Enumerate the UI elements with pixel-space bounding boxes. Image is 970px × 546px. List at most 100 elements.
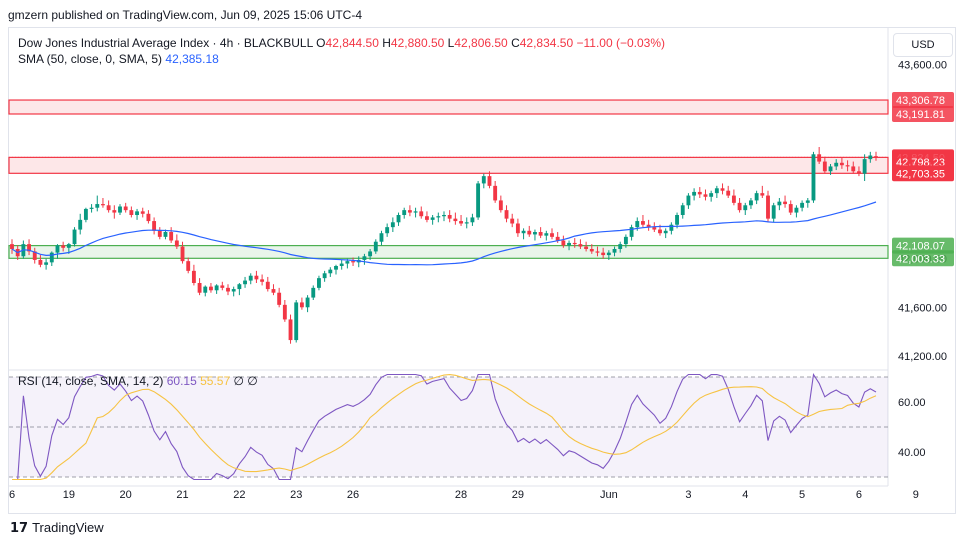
tradingview-logo[interactable]: 17 TradingView bbox=[10, 520, 104, 536]
candle-body bbox=[720, 188, 725, 191]
candle-body bbox=[709, 193, 714, 197]
sma-label[interactable]: SMA (50, close, 0, SMA, 5) bbox=[18, 52, 163, 66]
candle-body bbox=[294, 302, 299, 341]
candle-body bbox=[101, 204, 105, 206]
rsi-line bbox=[12, 372, 877, 481]
symbol-title[interactable]: Dow Jones Industrial Average Index · 4h … bbox=[18, 36, 313, 50]
candle-body bbox=[646, 224, 651, 228]
time-tick-label: 26 bbox=[347, 489, 359, 501]
candle-body bbox=[436, 216, 441, 218]
candle-body bbox=[265, 281, 270, 290]
candle-body bbox=[231, 289, 236, 292]
time-tick-label: 29 bbox=[512, 489, 524, 501]
candle-body bbox=[834, 162, 839, 167]
candle-body bbox=[572, 242, 577, 245]
candle-body bbox=[407, 210, 412, 213]
zone-red-0 bbox=[8, 99, 889, 115]
high-label: H bbox=[382, 36, 391, 50]
candle-body bbox=[322, 273, 327, 279]
price-tag-green: 42,003.33 bbox=[896, 253, 945, 265]
price-tag-sma: 42,703.35 bbox=[896, 168, 945, 180]
candle-body bbox=[493, 185, 498, 201]
candle-body bbox=[868, 155, 873, 160]
candle-body bbox=[618, 244, 623, 249]
rsi-band-fill bbox=[9, 377, 888, 477]
candle-body bbox=[49, 252, 54, 263]
candle-body bbox=[32, 251, 37, 260]
candle-body bbox=[277, 292, 282, 305]
candle-body bbox=[27, 244, 31, 252]
candle-body bbox=[299, 302, 304, 308]
candle-body bbox=[425, 216, 429, 220]
candle-body bbox=[731, 195, 736, 203]
candle-body bbox=[805, 200, 810, 203]
candle-body bbox=[373, 241, 378, 252]
chart-frame bbox=[8, 27, 956, 514]
candle-body bbox=[680, 205, 685, 215]
rsi-sma-value: 55.57 bbox=[200, 374, 231, 388]
candle-body bbox=[55, 245, 60, 253]
close-value: 42,834.50 bbox=[519, 36, 574, 50]
candle-body bbox=[464, 222, 469, 224]
candle-body bbox=[10, 244, 14, 249]
candle-body bbox=[191, 270, 196, 283]
low-label: L bbox=[447, 36, 455, 50]
candle-body bbox=[521, 230, 526, 234]
candle-body bbox=[38, 259, 43, 265]
rsi-extra: ∅ ∅ bbox=[233, 374, 258, 388]
zone-red-1 bbox=[8, 156, 889, 174]
candle-body bbox=[83, 208, 88, 220]
candle-body bbox=[675, 215, 679, 225]
candle-body bbox=[476, 183, 481, 218]
candle-body bbox=[152, 221, 157, 231]
candle-body bbox=[652, 227, 657, 230]
time-tick-label: 21 bbox=[176, 489, 188, 501]
candle-body bbox=[595, 251, 600, 253]
candle-body bbox=[157, 230, 162, 237]
candle-body bbox=[811, 154, 816, 201]
candle-body bbox=[749, 200, 753, 206]
candle-body bbox=[89, 207, 94, 209]
candle-body bbox=[385, 227, 390, 234]
candle-body bbox=[692, 191, 697, 196]
time-tick-label: 28 bbox=[455, 489, 467, 501]
candle-body bbox=[697, 191, 702, 195]
time-tick-label: 6 bbox=[856, 489, 862, 501]
candle-body bbox=[663, 230, 668, 234]
candle-body bbox=[459, 221, 463, 224]
candle-body bbox=[498, 200, 503, 211]
rsi-label[interactable]: RSI (14, close, SMA, 14, 2) bbox=[18, 374, 164, 388]
candle-body bbox=[533, 232, 537, 235]
candle-body bbox=[783, 201, 787, 205]
candle-body bbox=[345, 261, 350, 264]
candle-body bbox=[61, 245, 66, 248]
candle-body bbox=[743, 205, 748, 211]
high-value: 42,880.50 bbox=[390, 36, 445, 50]
candle-body bbox=[271, 289, 276, 293]
candle-body bbox=[538, 232, 543, 236]
candle-body bbox=[442, 215, 446, 217]
candle-body bbox=[714, 188, 719, 194]
candle-body bbox=[510, 218, 515, 224]
candle-body bbox=[851, 166, 856, 172]
candle-body bbox=[544, 233, 549, 236]
price-tag-bg-sma bbox=[892, 165, 954, 182]
chart-legend: Dow Jones Industrial Average Index · 4h … bbox=[18, 35, 665, 67]
candle-body bbox=[669, 224, 674, 231]
candle-body bbox=[368, 251, 373, 257]
time-tick-label: Jun bbox=[600, 489, 618, 501]
currency-button[interactable]: USD bbox=[893, 33, 953, 57]
candle-body bbox=[396, 215, 401, 223]
candle-body bbox=[220, 285, 225, 288]
candle-body bbox=[402, 210, 407, 215]
price-tick-label: 41,600.00 bbox=[898, 302, 947, 314]
low-value: 42,806.50 bbox=[454, 36, 508, 50]
candle-body bbox=[106, 205, 111, 211]
price-tag-bg-green bbox=[892, 237, 954, 254]
candle-body bbox=[487, 176, 492, 186]
price-tick-label: 43,600.00 bbox=[898, 59, 947, 71]
candle-body bbox=[601, 252, 606, 256]
candle-body bbox=[146, 213, 151, 222]
candle-body bbox=[737, 202, 742, 211]
